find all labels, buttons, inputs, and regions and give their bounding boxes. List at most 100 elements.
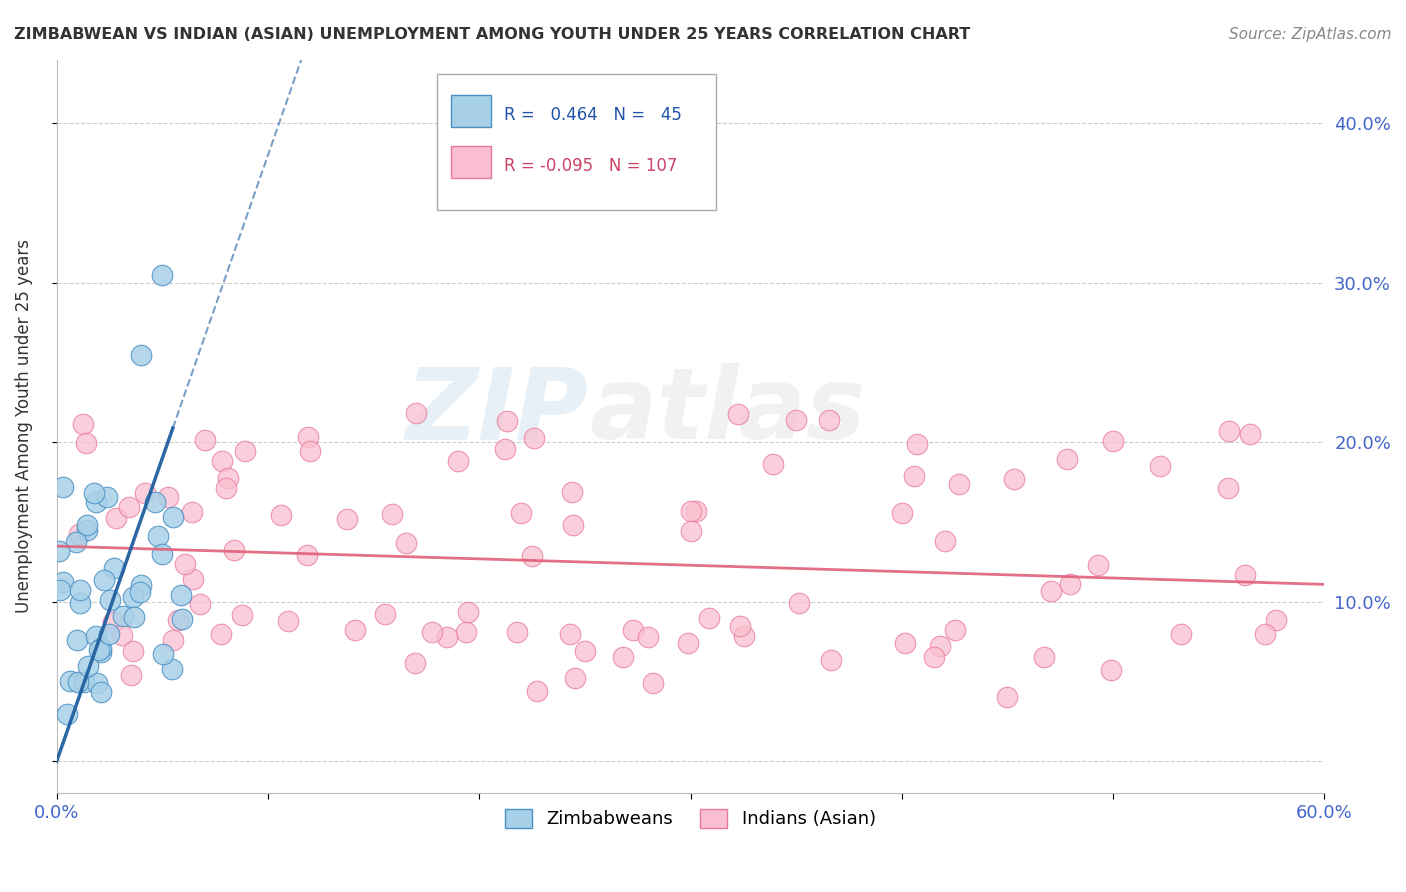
- Point: [929, 639, 952, 653]
- Point: [52, 574, 75, 589]
- Point: [574, 643, 596, 657]
- Point: [1218, 424, 1240, 438]
- Point: [231, 608, 253, 623]
- Point: [948, 477, 970, 491]
- Point: [122, 643, 145, 657]
- Point: [520, 549, 543, 564]
- Point: [447, 454, 470, 468]
- Point: [1056, 452, 1078, 467]
- Point: [122, 590, 145, 604]
- Point: [217, 471, 239, 485]
- Point: [118, 500, 141, 514]
- Point: [181, 572, 204, 586]
- Point: [299, 443, 322, 458]
- Point: [934, 534, 956, 549]
- Point: [160, 662, 183, 676]
- Point: [523, 431, 546, 445]
- Point: [494, 442, 516, 457]
- Point: [1149, 458, 1171, 473]
- Point: [84, 629, 107, 643]
- Point: [510, 507, 533, 521]
- Point: [103, 561, 125, 575]
- Point: [457, 605, 479, 619]
- Point: [890, 506, 912, 520]
- Point: [905, 437, 928, 451]
- Point: [374, 607, 396, 621]
- Point: [49, 582, 72, 597]
- Point: [420, 624, 443, 639]
- Point: [90, 685, 112, 699]
- Point: [1239, 427, 1261, 442]
- Point: [77, 658, 100, 673]
- Point: [1002, 472, 1025, 486]
- Point: [727, 407, 749, 421]
- Point: [73, 675, 96, 690]
- FancyBboxPatch shape: [437, 74, 716, 210]
- Point: [561, 518, 583, 533]
- Point: [336, 512, 359, 526]
- Point: [1040, 584, 1063, 599]
- Text: R = -0.095   N = 107: R = -0.095 N = 107: [505, 157, 678, 175]
- Point: [150, 268, 173, 282]
- Point: [277, 615, 299, 629]
- Point: [893, 636, 915, 650]
- Point: [1218, 481, 1240, 495]
- Point: [1264, 613, 1286, 627]
- Point: [170, 588, 193, 602]
- Point: [270, 508, 292, 523]
- Point: [72, 417, 94, 431]
- Point: [564, 672, 586, 686]
- Point: [56, 706, 79, 721]
- Point: [817, 413, 839, 427]
- Text: ZIP: ZIP: [406, 363, 589, 460]
- Point: [621, 623, 644, 637]
- Point: [98, 627, 121, 641]
- Point: [1099, 663, 1122, 677]
- Text: Source: ZipAtlas.com: Source: ZipAtlas.com: [1229, 27, 1392, 42]
- Text: ZIMBABWEAN VS INDIAN (ASIAN) UNEMPLOYMENT AMONG YOUTH UNDER 25 YEARS CORRELATION: ZIMBABWEAN VS INDIAN (ASIAN) UNEMPLOYMEN…: [14, 27, 970, 42]
- Point: [150, 547, 173, 561]
- Point: [122, 610, 145, 624]
- Point: [214, 481, 236, 495]
- Point: [59, 674, 82, 689]
- Point: [76, 523, 98, 537]
- Point: [943, 623, 966, 637]
- Point: [456, 625, 478, 640]
- Point: [762, 457, 785, 471]
- Point: [222, 542, 245, 557]
- Point: [785, 413, 807, 427]
- Point: [143, 495, 166, 509]
- Point: [1170, 627, 1192, 641]
- Point: [65, 534, 87, 549]
- Point: [697, 611, 720, 625]
- Point: [129, 578, 152, 592]
- Point: [561, 485, 583, 500]
- Point: [733, 629, 755, 643]
- Point: [93, 573, 115, 587]
- Point: [128, 585, 150, 599]
- Point: [156, 490, 179, 504]
- Point: [1254, 627, 1277, 641]
- Point: [404, 657, 426, 671]
- Point: [209, 626, 232, 640]
- Point: [170, 612, 193, 626]
- Point: [343, 623, 366, 637]
- Point: [685, 504, 707, 518]
- Point: [173, 557, 195, 571]
- Point: [66, 674, 89, 689]
- Point: [395, 536, 418, 550]
- Point: [381, 507, 404, 521]
- Point: [112, 608, 135, 623]
- Point: [558, 627, 581, 641]
- Point: [1234, 568, 1257, 582]
- Point: [188, 597, 211, 611]
- Point: [96, 490, 118, 504]
- Point: [922, 650, 945, 665]
- Point: [1033, 650, 1056, 665]
- Point: [679, 504, 702, 518]
- Point: [612, 650, 634, 665]
- FancyBboxPatch shape: [451, 95, 492, 127]
- Point: [104, 510, 127, 524]
- Legend: Zimbabweans, Indians (Asian): Zimbabweans, Indians (Asian): [498, 802, 883, 836]
- Point: [86, 676, 108, 690]
